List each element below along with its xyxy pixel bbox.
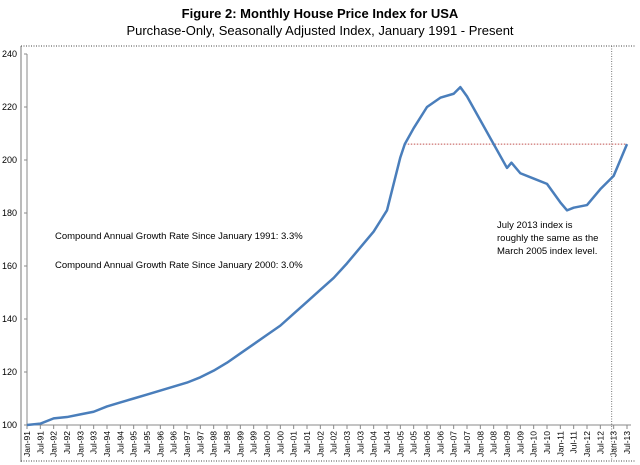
x-tick-label: Jul-91	[35, 431, 45, 454]
x-tick-label: Jul-04	[382, 431, 392, 454]
x-tick-label: Jan-92	[49, 431, 59, 457]
x-tick-label: Jul-99	[249, 431, 259, 454]
y-tick-label: 240	[2, 49, 17, 59]
x-tick-label: Jan-94	[102, 431, 112, 457]
x-tick-label: Jul-08	[489, 431, 499, 454]
x-tick-label: Jan-01	[289, 431, 299, 457]
y-tick-label: 120	[2, 367, 17, 377]
x-tick-label: Jul-95	[142, 431, 152, 454]
x-tick-label: Jul-06	[435, 431, 445, 454]
x-tick-label: Jan-98	[209, 431, 219, 457]
x-tick-label: Jul-07	[462, 431, 472, 454]
x-tick-label: Jul-01	[302, 431, 312, 454]
x-tick-label: Jan-95	[129, 431, 139, 457]
x-tick-label: Jul-93	[89, 431, 99, 454]
y-tick-label: 160	[2, 261, 17, 271]
x-tick-label: Jan-91	[22, 431, 32, 457]
x-tick-label: Jan-12	[582, 431, 592, 457]
x-tick-label: Jan-11	[555, 431, 565, 457]
x-tick-label: Jan-04	[369, 431, 379, 457]
note-line: July 2013 index is	[497, 220, 573, 231]
x-tick-label: Jul-05	[409, 431, 419, 454]
note-line: roughly the same as the	[497, 233, 599, 244]
chart-title: Figure 2: Monthly House Price Index for …	[181, 6, 459, 21]
x-tick-label: Jan-10	[529, 431, 539, 457]
cagr-2000-annotation: Compound Annual Growth Rate Since Januar…	[55, 260, 303, 271]
x-tick-label: Jul-92	[62, 431, 72, 454]
x-tick-label: Jan-97	[182, 431, 192, 457]
x-tick-label: Jul-10	[542, 431, 552, 454]
x-tick-label: Jul-13	[622, 431, 632, 454]
x-tick-label: Jul-11	[569, 431, 579, 454]
x-tick-label: Jan-00	[262, 431, 272, 457]
x-tick-label: Jan-07	[449, 431, 459, 457]
x-tick-label: Jul-09	[515, 431, 525, 454]
x-tick-label: Jan-93	[75, 431, 85, 457]
note-line: March 2005 index level.	[497, 246, 598, 257]
y-tick-label: 200	[2, 155, 17, 165]
x-tick-label: Jul-96	[169, 431, 179, 454]
x-tick-label: Jan-99	[235, 431, 245, 457]
x-tick-label: Jan-09	[502, 431, 512, 457]
x-tick-label: Jan-02	[315, 431, 325, 457]
x-tick-label: Jan-08	[475, 431, 485, 457]
y-tick-label: 180	[2, 208, 17, 218]
chart-subtitle: Purchase-Only, Seasonally Adjusted Index…	[126, 23, 514, 38]
y-tick-label: 140	[2, 314, 17, 324]
cagr-1991-annotation: Compound Annual Growth Rate Since Januar…	[55, 231, 303, 242]
x-tick-label: Jul-94	[115, 431, 125, 454]
y-tick-label: 220	[2, 102, 17, 112]
x-tick-label: Jul-03	[355, 431, 365, 454]
hpi-series-line	[26, 85, 629, 427]
x-tick-label: Jul-00	[275, 431, 285, 454]
x-tick-label: Jan-96	[155, 431, 165, 457]
x-tick-label: Jul-12	[595, 431, 605, 454]
x-tick-label: Jul-97	[195, 431, 205, 454]
x-tick-label: Jan-05	[395, 431, 405, 457]
x-tick-label: Jul-98	[222, 431, 232, 454]
y-tick-label: 100	[2, 420, 17, 430]
x-tick-label: Jan-06	[422, 431, 432, 457]
x-tick-label: Jan-13	[609, 431, 619, 457]
x-tick-label: Jan-03	[342, 431, 352, 457]
note-annotation: July 2013 index is roughly the same as t…	[497, 219, 598, 258]
x-tick-label: Jul-02	[329, 431, 339, 454]
